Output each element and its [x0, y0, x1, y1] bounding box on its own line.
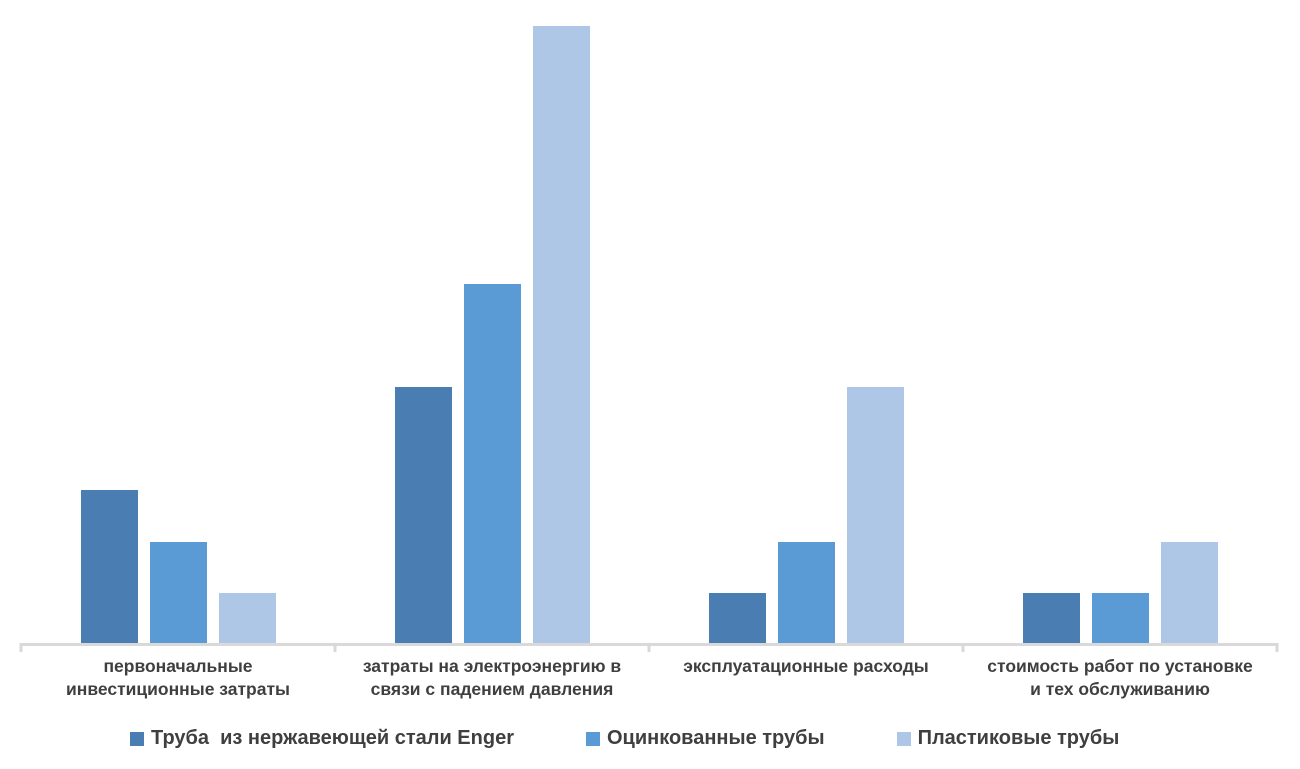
x-axis-label-3: эксплуатационные расходы [649, 655, 963, 701]
bar-series1-category4 [1022, 593, 1080, 645]
bar-group-4 [963, 26, 1277, 645]
legend-swatch-icon [896, 731, 911, 746]
bar-series2-category3 [777, 541, 835, 645]
bar-series1-category2 [394, 387, 452, 645]
bar-series3-category3 [846, 387, 904, 645]
legend-swatch-icon [585, 731, 600, 746]
x-axis-line [19, 643, 1279, 652]
legend: Труба из нержавеющей стали Enger Оцинкова… [130, 727, 1119, 750]
x-axis-tick [333, 643, 337, 652]
bar-group-1 [21, 26, 335, 645]
x-axis-label-line: связи с падением давления [370, 679, 614, 699]
bar-group-2 [335, 26, 649, 645]
bar-series1-category1 [80, 490, 138, 645]
bar-series3-category4 [1160, 541, 1218, 645]
bar-series2-category4 [1091, 593, 1149, 645]
x-axis-tick [1275, 643, 1279, 652]
bar-group-3 [649, 26, 963, 645]
bar-series2-category2 [463, 283, 521, 645]
x-axis-labels: первоначальные инвестиционные затраты затр… [21, 655, 1277, 701]
x-axis-label-4: стоимость работ по установке и тех обслуж… [963, 655, 1277, 701]
legend-item-label: Пластиковые трубы [917, 727, 1120, 749]
plot-area [21, 26, 1277, 645]
x-axis-label-line: инвестиционные затраты [65, 679, 290, 699]
legend-item-label: Оцинкованные трубы [606, 727, 825, 749]
x-axis-label-line: и тех обслуживанию [1030, 679, 1210, 699]
legend-item-3: Пластиковые трубы [896, 727, 1120, 750]
bar-series1-category3 [708, 593, 766, 645]
x-axis-tick [19, 643, 23, 652]
bar-series3-category2 [532, 26, 590, 645]
legend-swatch-icon [130, 731, 144, 746]
x-axis-label-line: эксплуатационные расходы [683, 656, 929, 676]
x-axis-tick [961, 643, 965, 652]
x-axis-label-1: первоначальные инвестиционные затраты [21, 655, 335, 701]
x-axis-label-2: затраты на электроэнергию в связи с паден… [335, 655, 649, 701]
legend-item-2: Оцинкованные трубы [585, 727, 825, 750]
x-axis-tick [647, 643, 651, 652]
x-axis-label-line: затраты на электроэнергию в [362, 656, 622, 676]
bar-series2-category1 [149, 541, 207, 645]
legend-item-1: Труба из нержавеющей стали Enger [130, 727, 514, 750]
legend-item-label: Труба из нержавеющей стали Enger [151, 727, 514, 749]
x-axis-label-line: стоимость работ по установке [987, 656, 1253, 676]
x-axis-label-line: первоначальные [103, 656, 253, 676]
bar-series3-category1 [218, 593, 276, 645]
